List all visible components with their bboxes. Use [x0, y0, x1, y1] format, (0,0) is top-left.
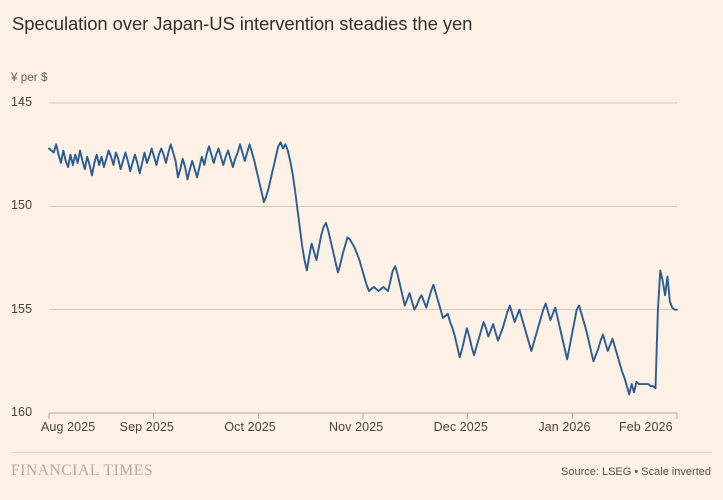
y-axis-tick-label: 155 [11, 301, 33, 316]
series-line-yen-per-dollar [48, 141, 678, 396]
x-axis-tick-label: Dec 2025 [433, 420, 488, 434]
x-axis-ticks-group [48, 413, 678, 419]
y-axis-tick-label: 160 [11, 405, 33, 419]
source-note: Source: LSEG • Scale inverted [561, 466, 711, 478]
y-axis-tick-label: 145 [11, 95, 33, 109]
x-axis-tick-label: Jan 2026 [538, 420, 591, 434]
x-axis-tick-label: Nov 2025 [329, 420, 384, 434]
footer-divider [11, 452, 712, 453]
chart-title: Speculation over Japan-US intervention s… [12, 13, 473, 34]
y-axis-tick-label: 150 [11, 198, 33, 213]
x-axis-tick-label: Sep 2025 [119, 420, 174, 434]
y-axis-unit-label: ¥ per $ [11, 72, 48, 84]
financial-times-logo: FINANCIAL TIMES [11, 462, 154, 479]
x-axis-tick-label: Feb 2026 [619, 420, 673, 434]
x-axis-tick-label: Oct 2025 [224, 420, 276, 434]
x-axis-tick-label: Aug 2025 [41, 420, 96, 434]
gridlines-group [49, 102, 677, 414]
